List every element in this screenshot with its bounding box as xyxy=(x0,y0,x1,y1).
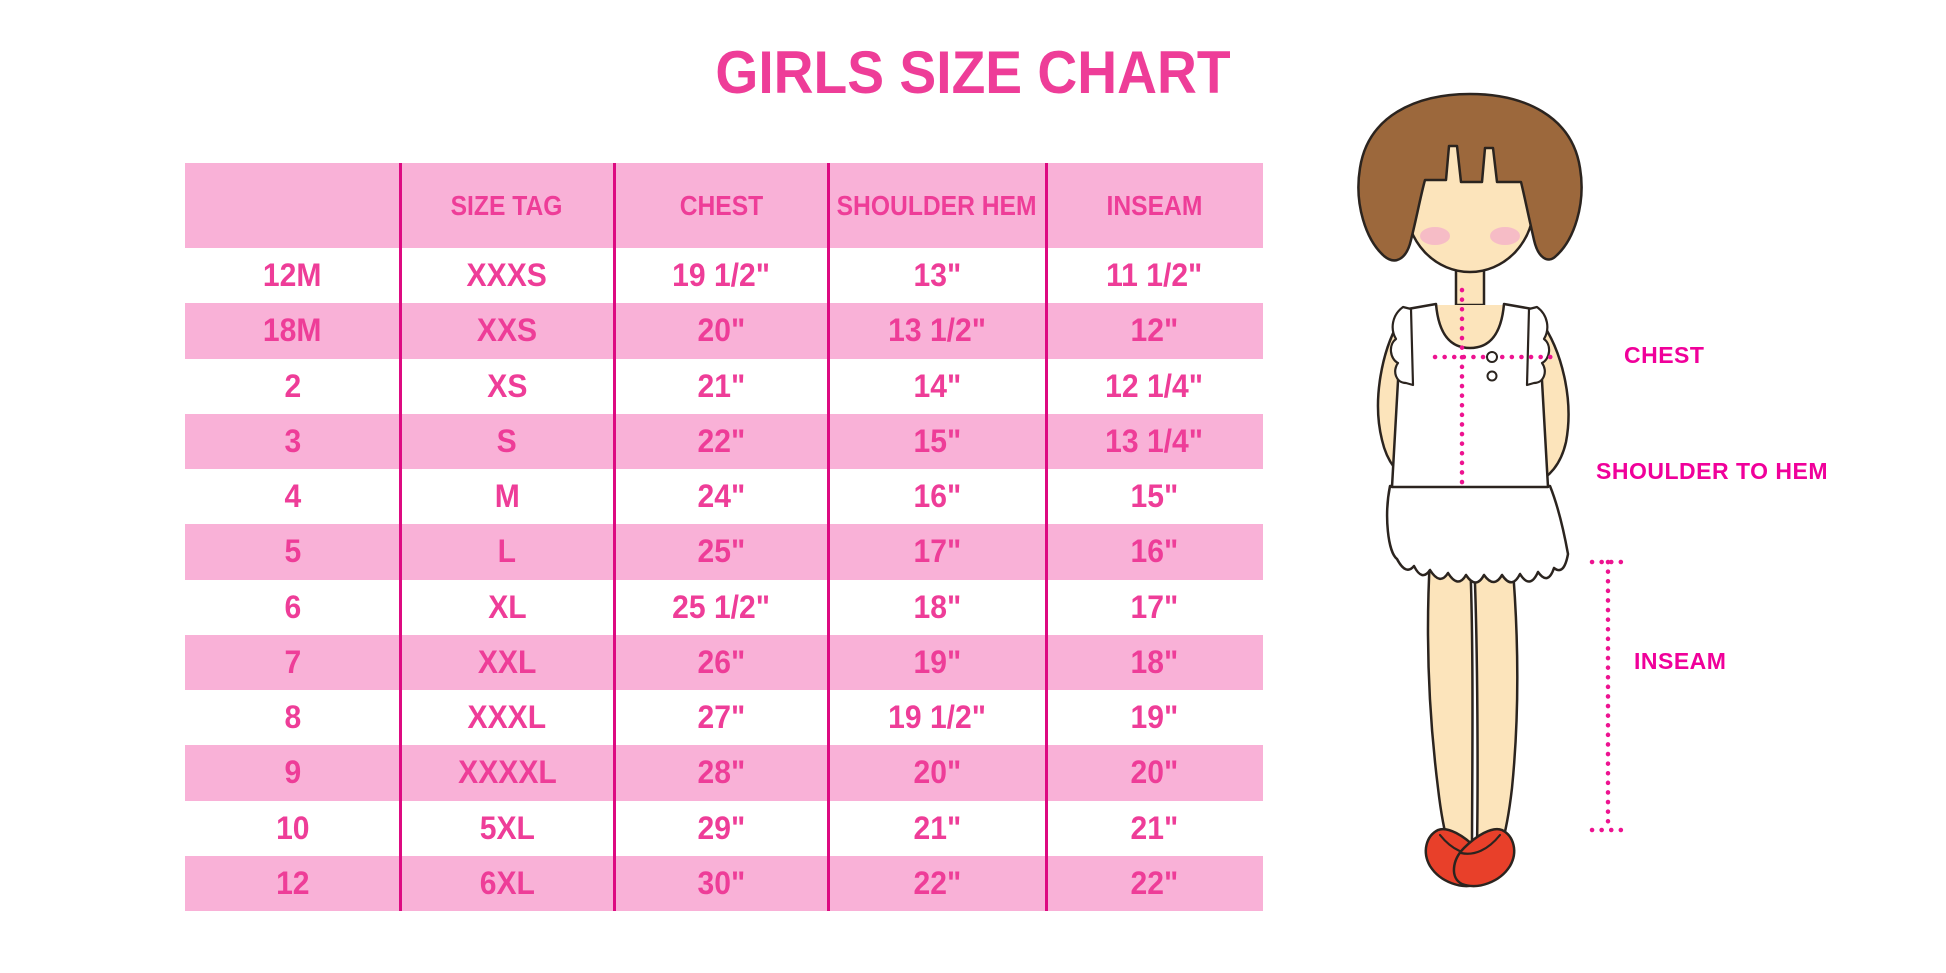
measurement-cell: 18" xyxy=(913,588,961,625)
measurement-cell: 13 1/2" xyxy=(828,303,1046,359)
measurement-cell: 19 1/2" xyxy=(672,257,770,294)
right-leg xyxy=(1472,556,1519,849)
inseam-label: INSEAM xyxy=(1634,648,1727,674)
measurement-cell: 19 1/2" xyxy=(888,699,986,736)
measurement-cell: 25 1/2" xyxy=(672,588,770,625)
column-divider xyxy=(827,163,830,911)
measurement-cell: 28" xyxy=(614,745,828,801)
shoulder-to-hem-label: SHOULDER TO HEM xyxy=(1596,458,1828,484)
measurement-cell: 25" xyxy=(614,524,828,580)
column-header-cell: SHOULDER HEM xyxy=(828,163,1046,248)
measurement-cell: 24" xyxy=(697,478,745,515)
measurement-cell: XXS xyxy=(400,303,614,359)
size-row-label-cell: 10 xyxy=(275,809,310,846)
measurement-cell: 15" xyxy=(828,413,1046,469)
measurement-cell: 30" xyxy=(614,855,828,911)
measurement-cell: XL xyxy=(487,588,527,625)
measurement-cell: XXL xyxy=(400,634,614,690)
column-header-cell: CHEST xyxy=(614,163,828,248)
measurement-cell: 20" xyxy=(828,745,1046,801)
girl-illustration xyxy=(1357,92,1629,888)
size-row-label-cell: 8 xyxy=(284,699,301,736)
column-header-cell: SIZE TAG xyxy=(400,163,614,248)
measurement-cell: 21" xyxy=(697,367,745,404)
dress-button xyxy=(1486,351,1498,363)
chest-label: CHEST xyxy=(1624,342,1705,368)
left-leg xyxy=(1426,556,1474,849)
measurement-cell: XS xyxy=(486,367,528,404)
skirt xyxy=(1385,484,1570,584)
column-divider xyxy=(613,163,616,911)
measurement-cell: 17" xyxy=(1130,588,1179,625)
right-shoe xyxy=(1452,827,1516,888)
size-row-label-cell: 12M xyxy=(263,257,322,294)
measurement-cell: L xyxy=(400,524,614,580)
measurement-cell: 17" xyxy=(828,524,1046,580)
size-table-grid: SIZE TAG CHEST SHOULDER HEM INSEAM 12M XXXS 19… xyxy=(185,163,1263,911)
chest-skin xyxy=(1437,305,1503,348)
measurement-cell: 6XL xyxy=(400,855,614,911)
left-sleeve-ruffle xyxy=(1389,305,1415,387)
size-row-label-cell: 5 xyxy=(185,524,400,580)
size-row-label-cell: 3 xyxy=(185,413,400,469)
measurement-cell: 13 1/4" xyxy=(1046,413,1263,469)
measurement-cell: 13" xyxy=(913,257,961,294)
measurement-cell: 5XL xyxy=(479,809,535,846)
measurement-cell: 12 1/4" xyxy=(1105,367,1204,404)
measurement-cell: XXXL xyxy=(467,699,547,736)
measurement-cell: 29" xyxy=(697,809,745,846)
measurement-cell: 22" xyxy=(828,855,1046,911)
measurement-cell: 12" xyxy=(1046,303,1263,359)
measurement-cell: XXXXL xyxy=(400,745,614,801)
measurement-cell: 27" xyxy=(697,699,745,736)
left-blush xyxy=(1420,227,1450,245)
measurement-cell: 20" xyxy=(1046,745,1263,801)
hair xyxy=(1357,92,1583,262)
column-divider xyxy=(1045,163,1048,911)
measurement-cell: 19" xyxy=(1130,699,1179,736)
size-row-label-cell: 6 xyxy=(284,588,301,625)
measurement-cell: 11 1/2" xyxy=(1106,257,1203,294)
right-sleeve-ruffle xyxy=(1525,305,1551,387)
right-blush xyxy=(1490,227,1520,245)
size-table: SIZE TAG CHEST SHOULDER HEM INSEAM 12M XXXS 19… xyxy=(185,163,1263,911)
measurement-cell: 26" xyxy=(614,634,828,690)
size-row-label-cell: 2 xyxy=(284,367,301,404)
measurement-cell: S xyxy=(400,413,614,469)
measurement-cell: 21" xyxy=(913,809,961,846)
measurement-cell: 14" xyxy=(913,367,961,404)
size-row-label-cell: 18M xyxy=(185,303,400,359)
measurement-cell: 18" xyxy=(1046,634,1263,690)
measurement-cell: 16" xyxy=(913,478,961,515)
column-divider xyxy=(399,163,402,911)
size-row-label-cell: 4 xyxy=(284,478,301,515)
measurement-cell: 15" xyxy=(1130,478,1179,515)
size-row-label-cell: 7 xyxy=(185,634,400,690)
page-title-text: GIRLS SIZE CHART xyxy=(715,39,1231,106)
measurement-cell: 20" xyxy=(614,303,828,359)
column-header-cell: INSEAM xyxy=(1046,163,1263,248)
page-title: GIRLS SIZE CHART xyxy=(0,38,1946,107)
measurement-cell: 16" xyxy=(1046,524,1263,580)
dress-bodice xyxy=(1390,302,1550,489)
measurement-cell: XXXS xyxy=(466,257,548,294)
size-row-label-cell: 12 xyxy=(185,855,400,911)
measurement-cell: 22" xyxy=(1046,855,1263,911)
column-header-cell xyxy=(185,163,400,248)
measurement-cell: 22" xyxy=(614,413,828,469)
measurement-cell: 19" xyxy=(828,634,1046,690)
dress-button xyxy=(1486,370,1498,382)
measurement-cell: 21" xyxy=(1130,809,1179,846)
measurement-cell: M xyxy=(494,478,520,515)
right-shoe-strap xyxy=(1459,833,1502,855)
size-row-label-cell: 9 xyxy=(185,745,400,801)
